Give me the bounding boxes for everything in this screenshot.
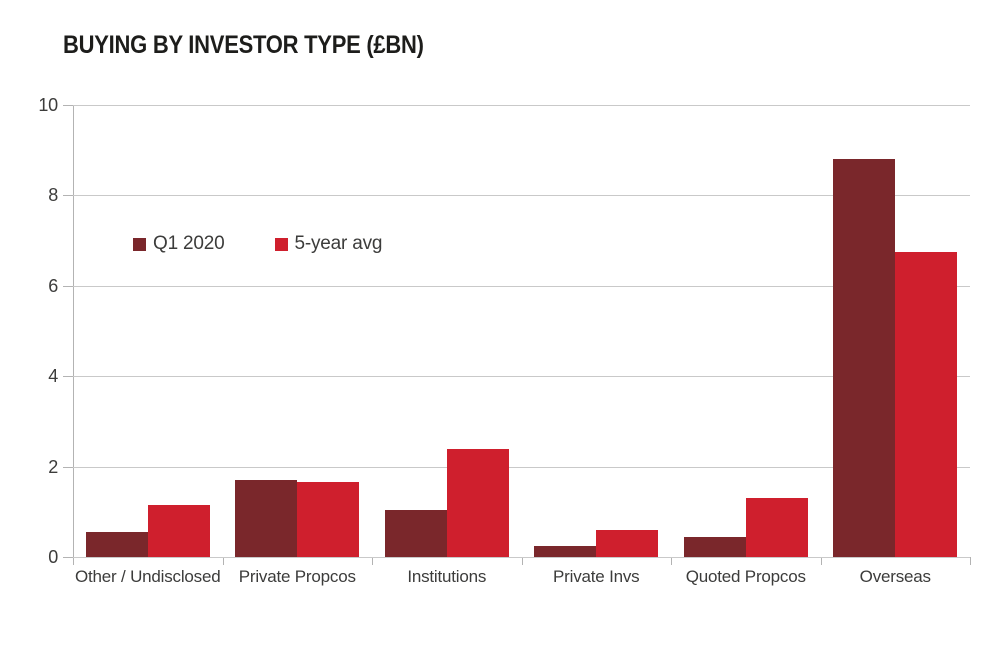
legend-label: 5-year avg: [294, 233, 383, 254]
chart-title: BUYING BY INVESTOR TYPE (£BN): [63, 31, 424, 59]
bar-q1-2020-overseas: [833, 159, 896, 557]
x-tick-mark-0: [73, 557, 74, 565]
bar-q1-2020-private-propcos: [235, 480, 298, 557]
category-label-private-invs: Private Invs: [553, 567, 640, 586]
bar-q1-2020-institutions: [384, 509, 447, 557]
x-tick-mark-3: [521, 557, 523, 565]
y-tick-mark-4: [63, 376, 73, 378]
category-label-private-propcos: Private Propcos: [238, 567, 356, 586]
y-tick-label-4: 4: [48, 366, 58, 387]
legend-swatch-icon: [133, 237, 146, 251]
legend-item-q1-2020: Q1 2020: [133, 233, 225, 255]
y-tick-label-6: 6: [48, 275, 58, 296]
bar-5-year-avg-quoted-propcos: [745, 498, 808, 557]
y-tick-mark-6: [63, 285, 73, 287]
gridline-y-2: [73, 466, 970, 468]
y-tick-label-10: 10: [38, 95, 58, 115]
plot-area: [73, 105, 970, 558]
x-tick-mark-1: [222, 557, 224, 565]
bar-5-year-avg-institutions: [446, 448, 509, 557]
bar-5-year-avg-private-propcos: [297, 482, 360, 557]
category-label-institutions: Institutions: [407, 567, 487, 586]
legend-label: Q1 2020: [153, 233, 225, 254]
bar-5-year-avg-private-invs: [596, 529, 659, 557]
chart-legend: Q1 2020 5-year avg: [133, 233, 382, 255]
gridline-y-10: [73, 105, 970, 106]
x-tick-mark-6: [970, 557, 971, 565]
y-tick-mark-8: [63, 195, 73, 197]
category-label-overseas: Overseas: [859, 567, 931, 586]
category-label-other-undisclosed: Other / Undisclosed: [75, 567, 221, 586]
y-axis-line: [73, 105, 74, 557]
bar-5-year-avg-other-undisclosed: [147, 505, 210, 557]
gridline-y-6: [73, 285, 970, 287]
x-tick-mark-4: [671, 557, 672, 565]
legend-item-5-year-avg: 5-year avg: [274, 233, 383, 255]
gridline-y-0: [73, 557, 970, 558]
bar-q1-2020-private-invs: [534, 545, 597, 557]
y-tick-mark-0: [63, 557, 73, 558]
bar-q1-2020-quoted-propcos: [683, 536, 746, 557]
bar-5-year-avg-overseas: [895, 251, 958, 557]
x-tick-mark-5: [820, 557, 822, 565]
gridline-y-8: [73, 195, 970, 197]
y-tick-mark-2: [63, 466, 73, 468]
category-label-quoted-propcos: Quoted Propcos: [685, 567, 806, 586]
gridline-y-4: [73, 376, 970, 378]
y-tick-label-8: 8: [48, 185, 58, 206]
legend-swatch-icon: [274, 237, 288, 251]
bar-q1-2020-other-undisclosed: [85, 532, 148, 557]
y-tick-mark-10: [63, 105, 73, 106]
y-tick-label-2: 2: [48, 456, 58, 477]
y-tick-label-0: 0: [48, 547, 58, 567]
x-tick-mark-2: [372, 557, 373, 565]
